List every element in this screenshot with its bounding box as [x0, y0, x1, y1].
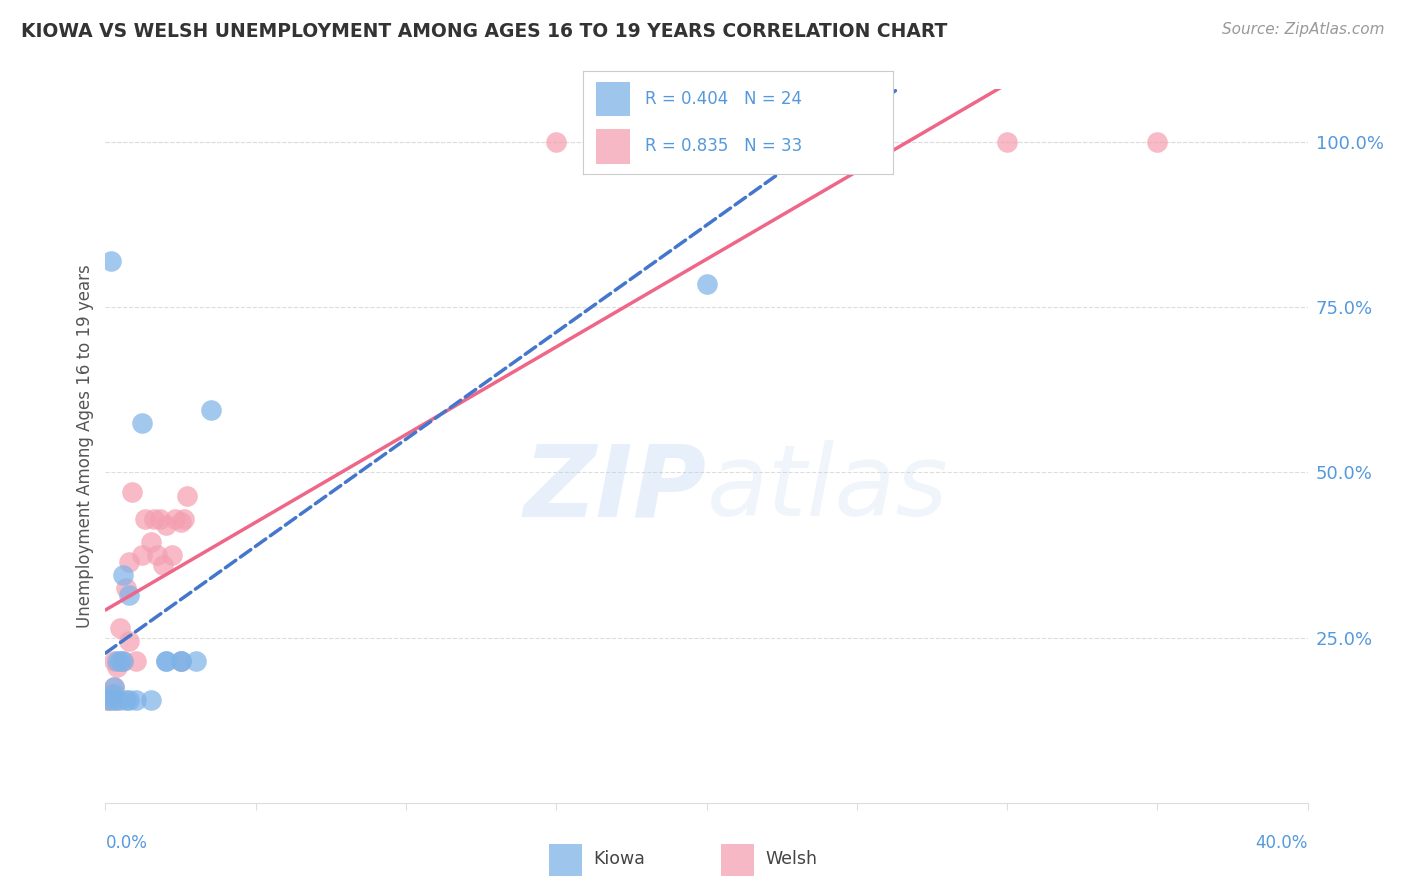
Point — [145, 548, 167, 562]
Point — [1146, 135, 1168, 149]
Point — [118, 634, 141, 648]
Point — [131, 416, 153, 430]
Point — [173, 511, 195, 525]
Bar — [596, 81, 630, 117]
Point — [134, 511, 156, 525]
Point — [100, 693, 122, 707]
Text: atlas: atlas — [707, 441, 948, 537]
Point — [169, 654, 191, 668]
Point — [184, 654, 207, 668]
Bar — [596, 128, 630, 163]
Point — [169, 654, 191, 668]
Point — [103, 680, 125, 694]
Text: R = 0.835   N = 33: R = 0.835 N = 33 — [645, 136, 803, 154]
Point — [110, 654, 132, 668]
Point — [139, 534, 162, 549]
Text: R = 0.404   N = 24: R = 0.404 N = 24 — [645, 89, 803, 108]
Point — [139, 693, 162, 707]
Point — [97, 693, 120, 707]
Point — [546, 135, 568, 149]
Text: KIOWA VS WELSH UNEMPLOYMENT AMONG AGES 16 TO 19 YEARS CORRELATION CHART: KIOWA VS WELSH UNEMPLOYMENT AMONG AGES 1… — [21, 22, 948, 41]
Point — [110, 693, 132, 707]
Point — [696, 135, 718, 149]
Point — [163, 511, 186, 525]
Point — [124, 693, 146, 707]
Point — [995, 135, 1018, 149]
Point — [103, 693, 125, 707]
Point — [118, 555, 141, 569]
Point — [112, 567, 135, 582]
Point — [155, 654, 177, 668]
Text: Source: ZipAtlas.com: Source: ZipAtlas.com — [1222, 22, 1385, 37]
Point — [97, 693, 120, 707]
Point — [103, 680, 125, 694]
Point — [100, 254, 122, 268]
Text: 40.0%: 40.0% — [1256, 834, 1308, 852]
Point — [169, 515, 191, 529]
Point — [115, 581, 138, 595]
Point — [103, 654, 125, 668]
Point — [155, 654, 177, 668]
Point — [112, 654, 135, 668]
Point — [142, 511, 165, 525]
Point — [100, 687, 122, 701]
Bar — [721, 844, 754, 876]
Point — [110, 621, 132, 635]
Point — [155, 518, 177, 533]
Point — [107, 654, 129, 668]
Y-axis label: Unemployment Among Ages 16 to 19 years: Unemployment Among Ages 16 to 19 years — [76, 264, 94, 628]
Point — [131, 548, 153, 562]
Point — [152, 558, 174, 572]
Text: ZIP: ZIP — [523, 441, 707, 537]
Point — [725, 135, 748, 149]
Point — [118, 588, 141, 602]
Text: 0.0%: 0.0% — [105, 834, 148, 852]
Point — [845, 135, 868, 149]
Point — [107, 660, 129, 674]
Point — [169, 654, 191, 668]
Point — [103, 687, 125, 701]
Point — [696, 277, 718, 292]
Point — [115, 693, 138, 707]
Point — [121, 485, 143, 500]
Point — [112, 654, 135, 668]
Text: Kiowa: Kiowa — [593, 849, 645, 868]
Point — [107, 693, 129, 707]
Point — [118, 693, 141, 707]
Point — [124, 654, 146, 668]
Text: Welsh: Welsh — [765, 849, 817, 868]
Bar — [550, 844, 582, 876]
Point — [160, 548, 183, 562]
Point — [200, 402, 222, 417]
Point — [176, 489, 198, 503]
Point — [148, 511, 170, 525]
